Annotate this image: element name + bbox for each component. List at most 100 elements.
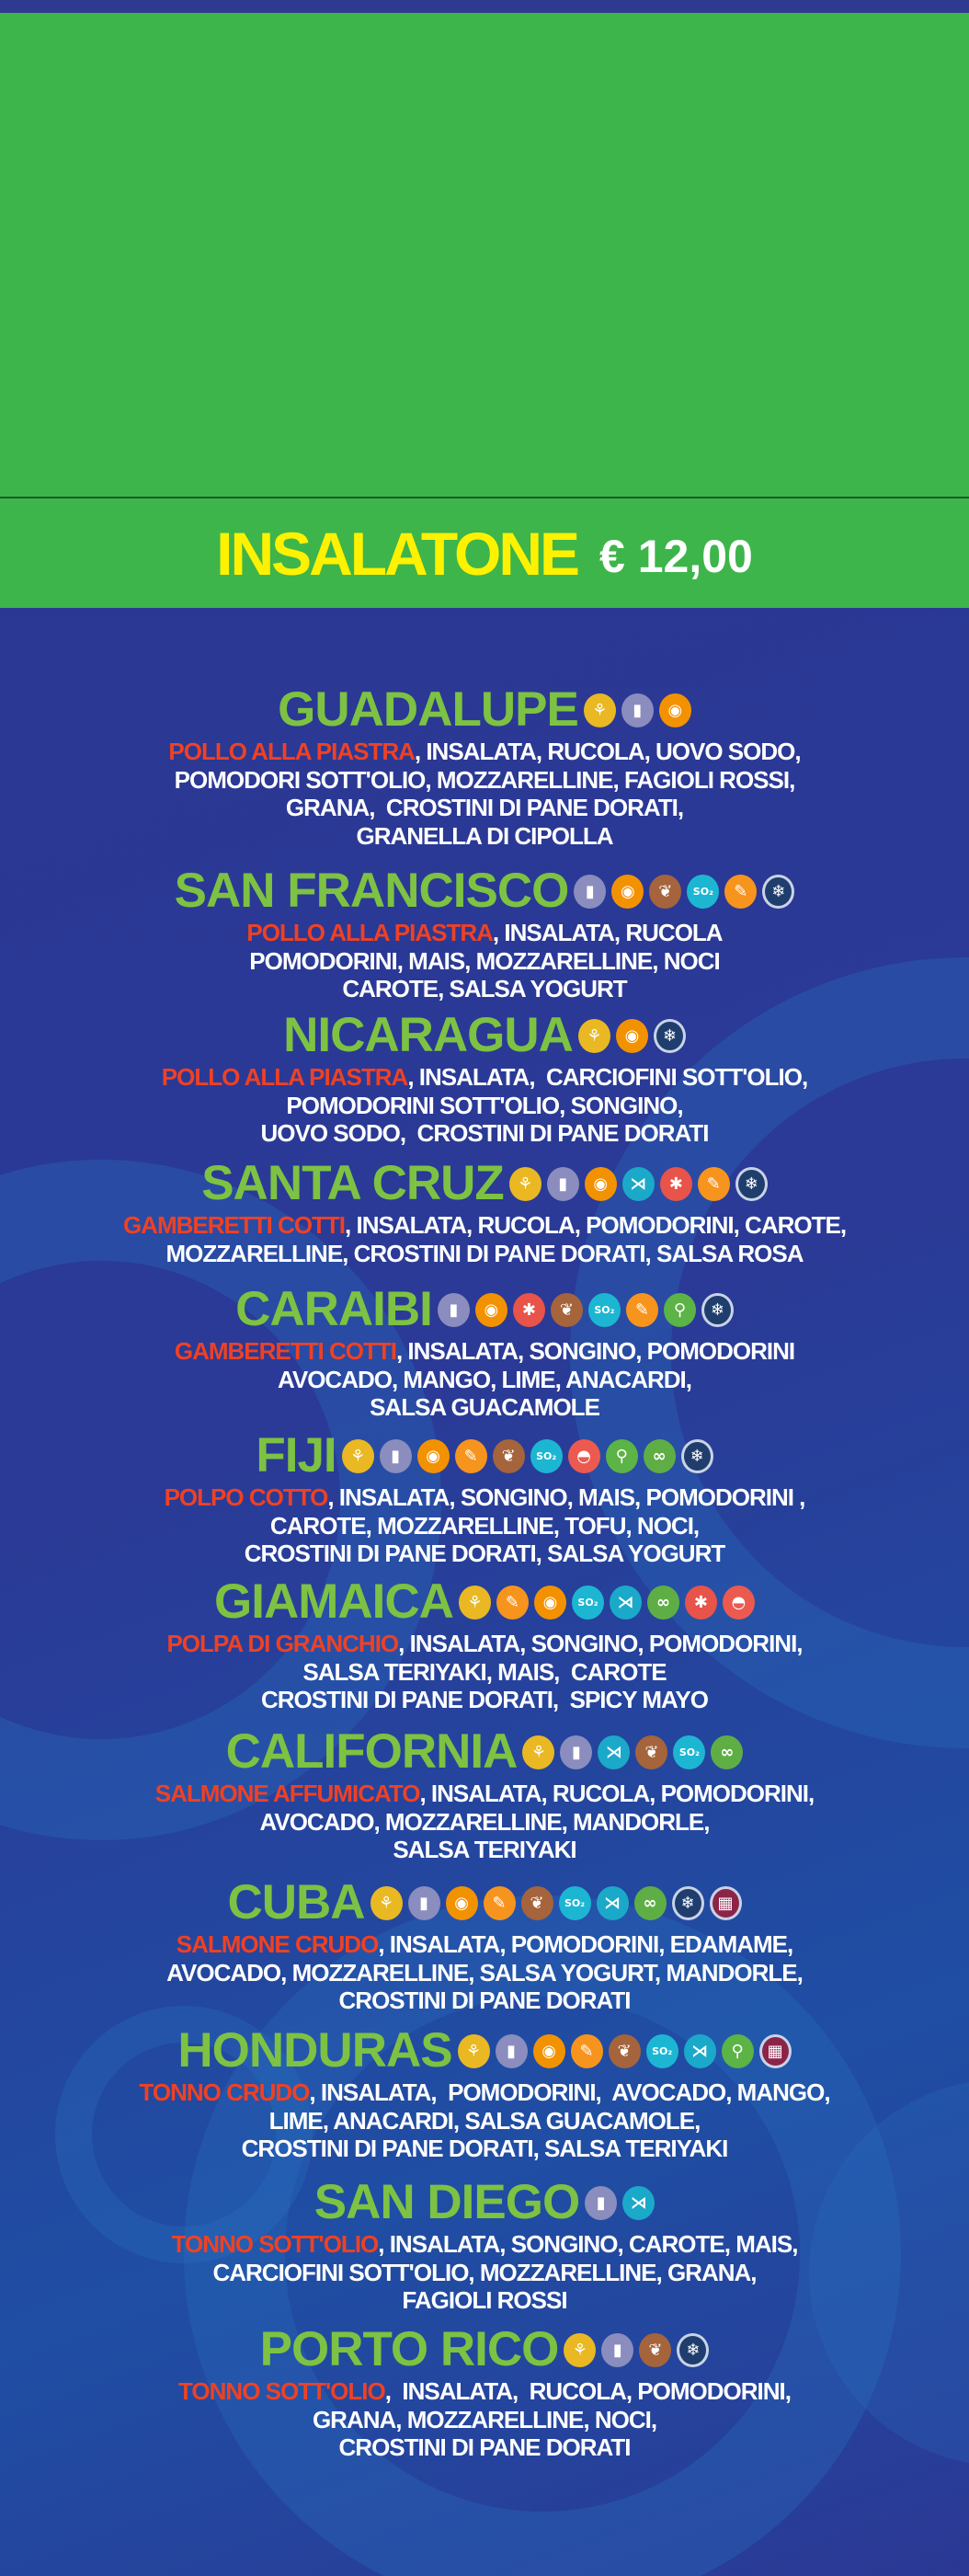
milk-icon: ▮ <box>379 1438 412 1473</box>
egg-icon: ◉ <box>416 1438 450 1473</box>
menu-item-description: POLLO ALLA PIASTRA, INSALATA, RUCOLA POMO… <box>0 919 969 1003</box>
celery-icon: ⚲ <box>605 1438 638 1473</box>
section-title: INSALATONE <box>216 519 580 588</box>
menu-item-header: SAN FRANCISCO ▮ ◉ ❦ SO₂ ✎ ❄ <box>0 864 969 919</box>
crustaceans-icon: ✱ <box>684 1585 717 1620</box>
sulphites-icon: SO₂ <box>587 1292 621 1327</box>
description-line: POLPA DI GRANCHIO, INSALATA, SONGINO, PO… <box>0 1630 969 1658</box>
allergen-icons: ⚘ ✎ ◉ SO₂ ⋊ ∞ ✱ ◓ <box>458 1585 755 1620</box>
ingredients-text: , INSALATA, CARCIOFINI SOTT'OLIO, <box>407 1063 808 1091</box>
description-line: POLLO ALLA PIASTRA, INSALATA, RUCOLA <box>0 919 969 947</box>
soy-icon: ∞ <box>646 1585 679 1620</box>
mustard-icon: ✎ <box>496 1585 529 1620</box>
ingredients-text: , INSALATA, RUCOLA, POMODORINI, <box>384 2377 792 2405</box>
milk-icon: ▮ <box>585 2185 618 2220</box>
ingredients-text: AVOCADO, MOZZARELLINE, SALSA YOGURT, MAN… <box>166 1958 804 1986</box>
main-ingredient: TONNO SOTT'OLIO <box>178 2377 386 2405</box>
description-line: AVOCADO, MOZZARELLINE, MANDORLE, <box>0 1808 969 1837</box>
description-line: GAMBERETTI COTTI, INSALATA, SONGINO, POM… <box>0 1337 969 1366</box>
frozen-icon: ❄ <box>677 2332 710 2367</box>
molluscs-icon: ◓ <box>722 1585 755 1620</box>
ingredients-text: , INSALATA, POMODORINI, EDAMAME, <box>378 1930 793 1958</box>
milk-icon: ▮ <box>560 1735 593 1769</box>
menu-item: NICARAGUA ⚘ ◉ ❄ POLLO ALLA PIASTRA, INSALATA… <box>0 1008 969 1148</box>
ingredients-text: LIME, ANACARDI, SALSA GUACAMOLE, <box>268 2106 701 2135</box>
milk-icon: ▮ <box>574 874 607 909</box>
main-ingredient: POLLO ALLA PIASTRA <box>161 1063 409 1091</box>
milk-icon: ▮ <box>495 2033 528 2068</box>
gluten-icon: ⚘ <box>341 1438 374 1473</box>
menu-item-header: SAN DIEGO ▮ ⋊ <box>0 2175 969 2230</box>
description-line: CROSTINI DI PANE DORATI <box>0 2433 969 2462</box>
menu-item-description: POLPO COTTO, INSALATA, SONGINO, MAIS, PO… <box>0 1483 969 1568</box>
menu-item-header: PORTO RICO ⚘ ▮ ❦ ❄ <box>0 2322 969 2377</box>
fish-icon: ⋊ <box>621 1166 655 1201</box>
milk-icon: ▮ <box>437 1292 470 1327</box>
menu-item-header: GUADALUPE ⚘ ▮ ◉ <box>0 682 969 738</box>
egg-icon: ◉ <box>532 2033 565 2068</box>
menu-item-description: TONNO CRUDO, INSALATA, POMODORINI, AVOCA… <box>0 2078 969 2163</box>
menu-item: PORTO RICO ⚘ ▮ ❦ ❄ TONNO SOTT'OLIO, INSALATA,… <box>0 2322 969 2462</box>
ingredients-text: AVOCADO, MANGO, LIME, ANACARDI, <box>278 1365 692 1393</box>
nuts-icon: ❦ <box>639 2332 672 2367</box>
description-line: TONNO CRUDO, INSALATA, POMODORINI, AVOCA… <box>0 2078 969 2107</box>
menu-background <box>0 608 969 2576</box>
description-line: MOZZARELLINE, CROSTINI DI PANE DORATI, S… <box>0 1240 969 1268</box>
mustard-icon: ✎ <box>724 874 758 909</box>
main-ingredient: TONNO SOTT'OLIO <box>171 2230 380 2258</box>
allergen-icons: ▮ ⋊ <box>585 2185 656 2220</box>
nuts-icon: ❦ <box>649 874 682 909</box>
description-line: SALSA TERIYAKI <box>0 1836 969 1864</box>
menu-item-description: GAMBERETTI COTTI, INSALATA, SONGINO, POM… <box>0 1337 969 1422</box>
mustard-icon: ✎ <box>697 1166 730 1201</box>
ingredients-text: GRANA, CROSTINI DI PANE DORATI, <box>285 794 684 821</box>
main-ingredient: TONNO CRUDO <box>139 2078 310 2106</box>
sulphites-icon: SO₂ <box>558 1885 591 1920</box>
ingredients-text: , INSALATA, SONGINO, POMODORINI, <box>398 1630 803 1657</box>
ingredients-text: , INSALATA, SONGINO, CAROTE, MAIS, <box>378 2230 798 2258</box>
soy-icon: ∞ <box>633 1885 667 1920</box>
egg-icon: ◉ <box>658 693 691 727</box>
gluten-icon: ⚘ <box>370 1885 403 1920</box>
menu-item-name: CUBA <box>227 1875 365 1929</box>
menu-item-description: TONNO SOTT'OLIO, INSALATA, SONGINO, CARO… <box>0 2230 969 2315</box>
soy-icon: ∞ <box>643 1438 676 1473</box>
description-line: POLLO ALLA PIASTRA, INSALATA, RUCOLA, UO… <box>0 738 969 766</box>
menu-item-name: GUADALUPE <box>278 682 579 737</box>
ingredients-text: SALSA GUACAMOLE <box>370 1393 600 1421</box>
description-line: LIME, ANACARDI, SALSA GUACAMOLE, <box>0 2107 969 2135</box>
menu-item: SANTA CRUZ ⚘ ▮ ◉ ⋊ ✱ ✎ ❄ GAMBERETTI COTTI, INSAL… <box>0 1156 969 1267</box>
menu-item-header: NICARAGUA ⚘ ◉ ❄ <box>0 1008 969 1063</box>
menu-item-name: GIAMAICA <box>214 1574 454 1629</box>
description-line: GAMBERETTI COTTI, INSALATA, RUCOLA, POMO… <box>0 1211 969 1240</box>
description-line: POMODORINI, MAIS, MOZZARELLINE, NOCI <box>0 947 969 976</box>
ingredients-text: , INSALATA, RUCOLA, UOVO SODO, <box>414 738 802 765</box>
frozen-icon: ❄ <box>671 1885 704 1920</box>
description-line: CROSTINI DI PANE DORATI, SPICY MAYO <box>0 1686 969 1714</box>
fish-icon: ⋊ <box>683 2033 716 2068</box>
fish-icon: ⋊ <box>598 1735 631 1769</box>
frozen-icon: ❄ <box>680 1438 713 1473</box>
ingredients-text: FAGIOLI ROSSI <box>402 2286 567 2314</box>
menu-item-header: CUBA ⚘ ▮ ◉ ✎ ❦ SO₂ ⋊ ∞ ❄ ▦ <box>0 1875 969 1930</box>
ingredients-text: MOZZARELLINE, CROSTINI DI PANE DORATI, S… <box>165 1239 804 1267</box>
main-ingredient: GAMBERETTI COTTI <box>174 1337 397 1365</box>
egg-icon: ◉ <box>474 1292 507 1327</box>
description-line: TONNO SOTT'OLIO, INSALATA, RUCOLA, POMOD… <box>0 2377 969 2406</box>
nuts-icon: ❦ <box>608 2033 641 2068</box>
ingredients-text: CROSTINI DI PANE DORATI <box>338 2433 632 2461</box>
description-line: CARCIOFINI SOTT'OLIO, MOZZARELLINE, GRAN… <box>0 2259 969 2287</box>
fish-icon: ⋊ <box>596 1885 629 1920</box>
description-line: UOVO SODO, CROSTINI DI PANE DORATI <box>0 1119 969 1148</box>
fish-icon: ⋊ <box>622 2185 656 2220</box>
ingredients-text: POMODORINI, MAIS, MOZZARELLINE, NOCI <box>249 946 720 975</box>
nuts-icon: ❦ <box>635 1735 668 1769</box>
egg-icon: ◉ <box>611 874 644 909</box>
menu-item: GIAMAICA ⚘ ✎ ◉ SO₂ ⋊ ∞ ✱ ◓ POLPA DI GRANCHIO, INS… <box>0 1574 969 1714</box>
mustard-icon: ✎ <box>483 1885 516 1920</box>
menu-item: FIJI ⚘ ▮ ◉ ✎ ❦ SO₂ ◓ ⚲ ∞ ❄ POLPO COTTO, INSALATA, S… <box>0 1428 969 1568</box>
menu-item-name: SANTA CRUZ <box>201 1156 505 1210</box>
menu-item-name: NICARAGUA <box>283 1008 574 1062</box>
sulphites-icon: SO₂ <box>673 1735 706 1769</box>
celery-icon: ⚲ <box>663 1292 696 1327</box>
